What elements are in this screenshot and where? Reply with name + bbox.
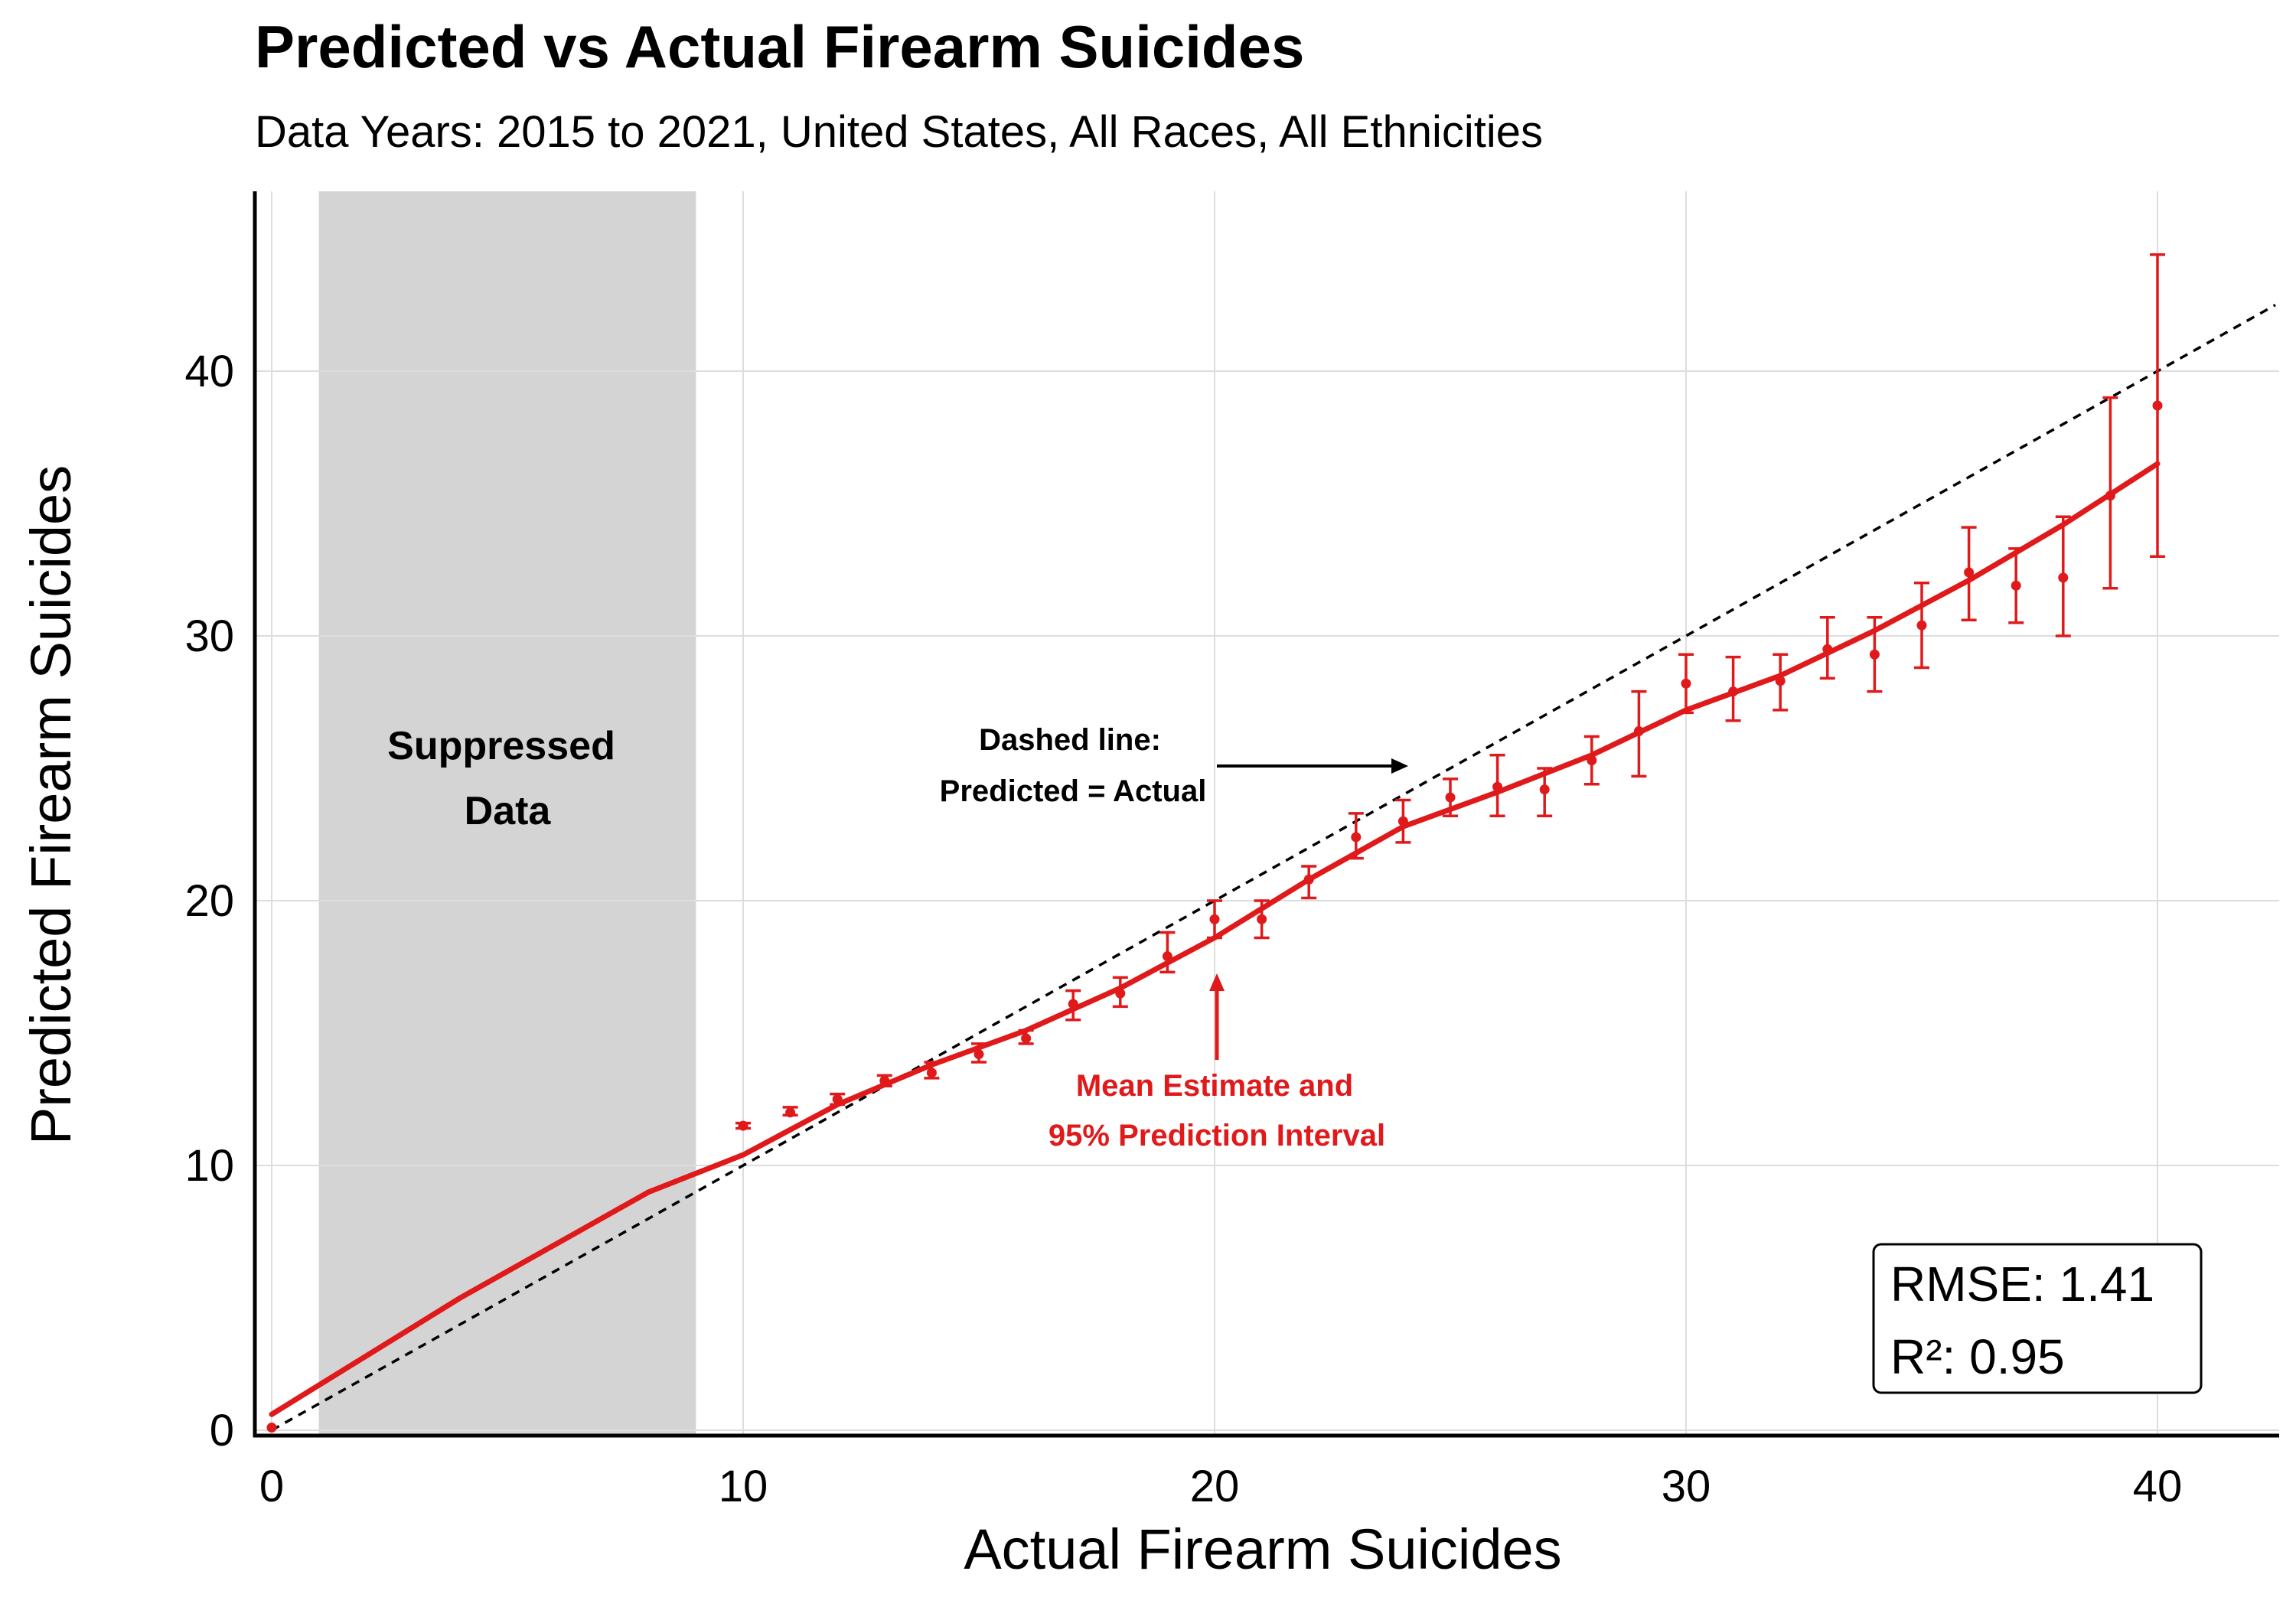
x-axis-label: Actual Firearm Suicides: [964, 1517, 1561, 1581]
suppressed-label-line2: Data: [465, 789, 552, 833]
data-point: [2105, 491, 2115, 501]
series-annotation-line1: Mean Estimate and: [1076, 1069, 1353, 1103]
data-point: [785, 1107, 796, 1118]
data-point: [1916, 620, 1927, 631]
data-point: [2011, 580, 2021, 591]
data-point: [1257, 914, 1267, 924]
rmse-label: RMSE: 1.41: [1890, 1257, 2154, 1312]
data-point: [1681, 678, 1691, 689]
data-point: [2152, 400, 2163, 411]
suppressed-label-line1: Suppressed: [387, 724, 615, 768]
data-point: [1021, 1033, 1032, 1044]
plot-area: 0 10 20 30 40 0 10 20 30 40: [184, 191, 2279, 1511]
data-point: [2058, 572, 2069, 583]
data-point: [1162, 951, 1172, 962]
data-point: [738, 1120, 748, 1131]
data-point: [1303, 874, 1314, 885]
data-point: [926, 1068, 937, 1078]
chart-title: Predicted vs Actual Firearm Suicides: [255, 13, 1304, 80]
data-point: [879, 1075, 890, 1086]
series-annotation-arrowhead: [1209, 973, 1225, 991]
data-point: [1115, 988, 1126, 999]
y-tick-label: 10: [184, 1141, 234, 1191]
stats-box: RMSE: 1.41 R²: 0.95: [1872, 1243, 2203, 1394]
r2-label: R²: 0.95: [1890, 1329, 2065, 1384]
data-point: [1869, 649, 1880, 660]
identity-annotation-line1: Dashed line:: [979, 723, 1161, 757]
x-tick-label: 20: [1190, 1462, 1240, 1511]
stats-box-frame: [1872, 1243, 2203, 1394]
data-point: [1492, 781, 1503, 792]
x-tick-label: 30: [1662, 1462, 1711, 1511]
data-point: [1587, 755, 1597, 766]
suppressed-label: Suppressed Data: [387, 724, 615, 833]
data-point: [1539, 784, 1550, 795]
data-point: [832, 1094, 843, 1104]
series-annotation: Mean Estimate and 95% Prediction Interva…: [1049, 973, 1385, 1152]
x-tick-label: 40: [2133, 1462, 2183, 1511]
identity-line: [271, 303, 2276, 1432]
data-point: [974, 1049, 984, 1060]
y-tick-label: 20: [184, 876, 234, 926]
data-point: [1633, 726, 1644, 737]
x-tick-label: 10: [719, 1462, 768, 1511]
data-point: [1209, 914, 1220, 924]
chart-subtitle: Data Years: 2015 to 2021, United States,…: [255, 107, 1543, 157]
identity-annotation: Dashed line: Predicted = Actual: [940, 723, 1408, 808]
data-point: [1351, 832, 1362, 843]
y-axis-label: Predicted Firearm Suicides: [19, 465, 83, 1145]
identity-annotation-line2: Predicted = Actual: [940, 774, 1207, 808]
identity-annotation-arrowhead: [1391, 758, 1408, 774]
data-point: [1728, 686, 1739, 697]
y-tick-label: 30: [184, 611, 234, 661]
data-point: [1445, 792, 1456, 803]
data-point: [1397, 816, 1408, 826]
data-point: [1775, 676, 1786, 686]
data-point: [1068, 999, 1078, 1009]
x-tick-label: 0: [259, 1462, 284, 1511]
y-tick-label: 0: [210, 1406, 234, 1455]
y-tick-label: 40: [184, 347, 234, 396]
series-annotation-line2: 95% Prediction Interval: [1049, 1119, 1385, 1152]
data-point: [266, 1423, 277, 1433]
data-point: [1964, 567, 1975, 578]
data-point: [1822, 644, 1833, 654]
